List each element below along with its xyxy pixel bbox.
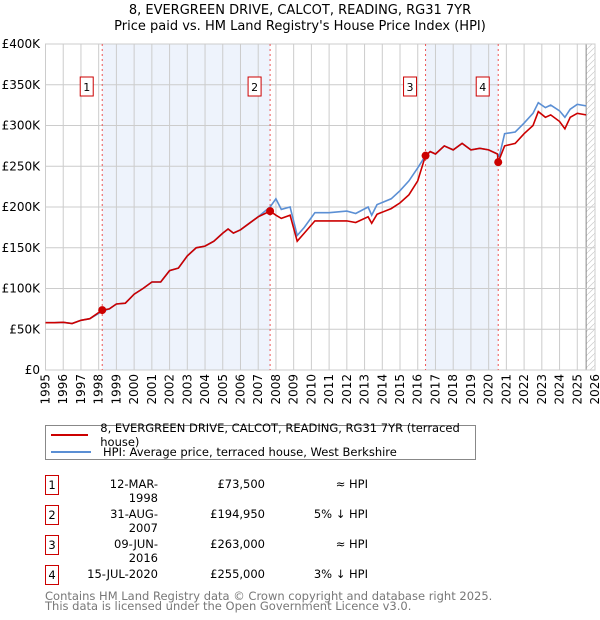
sale-number-box: [247, 76, 262, 97]
x-tick-label: 2013: [358, 374, 372, 405]
plot-border: [45, 43, 596, 371]
x-tick-label: 2021: [499, 374, 513, 405]
y-tick-label: £400K: [2, 37, 42, 51]
sale-number-label: 3: [407, 81, 414, 94]
x-tick-label: 2001: [145, 374, 159, 405]
x-tick-label: 2012: [340, 374, 354, 405]
transaction-date: 09-JUN-2016: [114, 537, 158, 565]
y-tick-label: £200K: [2, 200, 42, 214]
x-tick-label: 2023: [535, 374, 549, 405]
x-tick-label: 2026: [588, 374, 600, 405]
transaction-hpi-comparison: 3% ↓ HPI: [313, 567, 368, 581]
x-tick-label: 1995: [39, 374, 53, 405]
x-tick-label: 1999: [109, 374, 123, 405]
sale-point: [98, 306, 107, 315]
x-tick-label: 1996: [56, 374, 70, 405]
transaction-date: 31-AUG-2007: [110, 507, 158, 535]
x-tick-label: 2000: [127, 374, 141, 405]
transaction-date: 15-JUL-2020: [87, 567, 158, 581]
x-tick-label: 2018: [446, 374, 460, 405]
y-tick-label: £300K: [2, 119, 42, 133]
x-tick-label: 2016: [411, 374, 425, 405]
transaction-price: £263,000: [210, 537, 265, 551]
y-tick-label: £350K: [2, 78, 42, 92]
y-tick-label: £100K: [2, 282, 42, 296]
sale-number-label: 1: [83, 81, 90, 94]
x-tick-label: 2002: [163, 374, 177, 405]
x-tick-label: 2010: [304, 374, 318, 405]
x-tick-label: 2011: [322, 374, 336, 405]
y-tick-label: £150K: [2, 241, 42, 255]
x-tick-label: 2020: [482, 374, 496, 405]
transaction-number-badge: 3: [45, 535, 59, 555]
x-tick-label: 2014: [375, 374, 389, 405]
x-tick-label: 2009: [287, 374, 301, 405]
y-tick-label: £0: [25, 363, 40, 377]
x-tick-label: 2008: [269, 374, 283, 405]
transaction-number-badge: 4: [45, 565, 59, 585]
x-tick-label: 2007: [251, 374, 265, 405]
x-tick-label: 2022: [517, 374, 531, 405]
transaction-hpi-comparison: ≈ HPI: [335, 537, 368, 551]
x-tick-label: 2004: [198, 374, 212, 405]
legend: 8, EVERGREEN DRIVE, CALCOT, READING, RG3…: [45, 421, 476, 460]
legend-swatch-hpi: [51, 451, 91, 453]
chart-title-line2: Price paid vs. HM Land Registry's House …: [114, 19, 486, 34]
transaction-price: £194,950: [210, 507, 265, 521]
legend-label-property: 8, EVERGREEN DRIVE, CALCOT, READING, RG3…: [100, 421, 460, 449]
x-tick-label: 2005: [216, 374, 230, 405]
sale-number-box: [79, 76, 94, 97]
x-tick-label: 2019: [464, 374, 478, 405]
x-tick-label: 1997: [74, 374, 88, 405]
sale-point: [266, 207, 275, 216]
legend-swatch-property: [51, 434, 89, 436]
transaction-date: 12-MAR-1998: [109, 477, 158, 505]
legend-item-hpi: HPI: Average price, terraced house, West…: [51, 444, 397, 460]
footer-copyright: Contains HM Land Registry data © Crown c…: [45, 589, 493, 603]
transaction-price: £255,000: [210, 567, 265, 581]
footer-licence: This data is licensed under the Open Gov…: [45, 599, 412, 613]
x-tick-label: 2003: [180, 374, 194, 405]
x-tick-label: 2015: [393, 374, 407, 405]
chart: 1995 1996 1997 1998 1999 2000 2001 2002 2003 2004…: [2, 37, 600, 405]
transaction-number-badge: 1: [45, 475, 59, 495]
transaction-number-badge: 2: [45, 505, 59, 525]
legend-item-property: 8, EVERGREEN DRIVE, CALCOT, READING, RG3…: [51, 421, 475, 449]
x-tick-label: 2017: [428, 374, 442, 405]
sale-number-box: [403, 76, 418, 97]
sale-point: [421, 151, 430, 160]
transaction-hpi-comparison: ≈ HPI: [335, 477, 368, 491]
sale-number-label: 4: [479, 81, 486, 94]
x-tick-label: 2006: [233, 374, 247, 405]
y-tick-label: £250K: [2, 159, 42, 173]
property-series-line: [45, 110, 587, 325]
y-tick-label: £50K: [9, 322, 41, 336]
sale-point: [494, 158, 503, 167]
x-tick-label: 2024: [553, 374, 567, 405]
sale-number-box: [475, 76, 490, 97]
x-tick-label: 2025: [570, 374, 584, 405]
chart-title-line1: 8, EVERGREEN DRIVE, CALCOT, READING, RG3…: [128, 3, 472, 18]
transaction-hpi-comparison: 5% ↓ HPI: [313, 507, 368, 521]
sale-number-label: 2: [251, 81, 258, 94]
x-tick-label: 1998: [92, 374, 106, 405]
transaction-price: £73,500: [217, 477, 265, 491]
legend-label-hpi: HPI: Average price, terraced house, West…: [103, 445, 397, 459]
